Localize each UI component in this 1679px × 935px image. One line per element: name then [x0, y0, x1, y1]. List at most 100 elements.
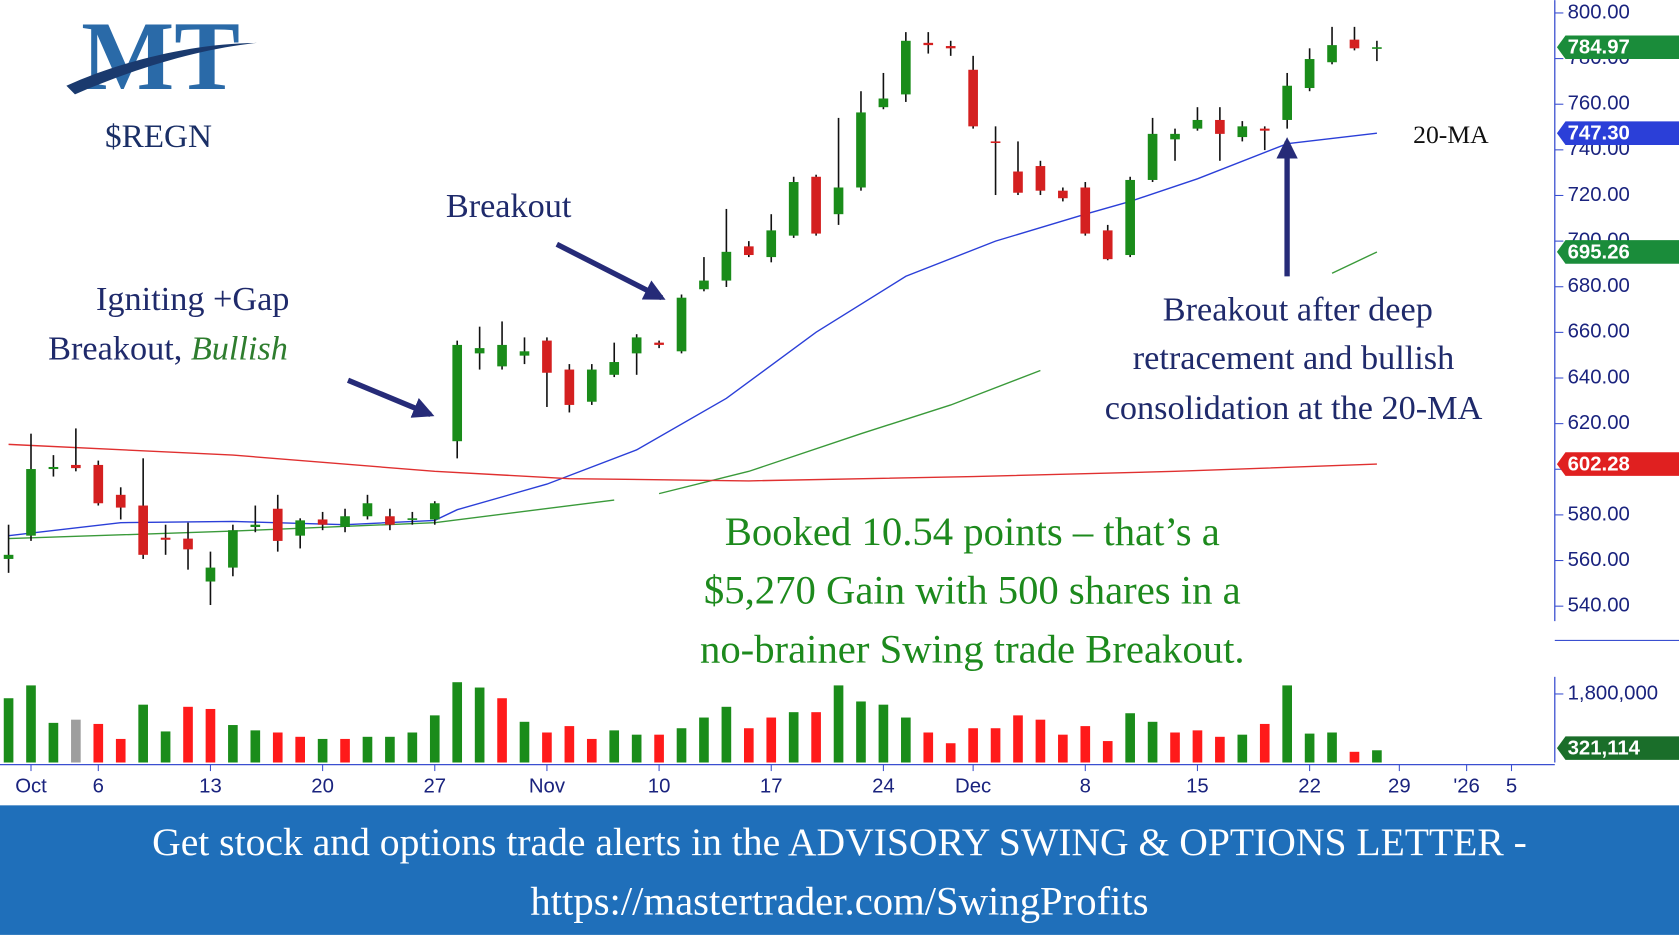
last-value-label: 321,114 — [1568, 738, 1641, 760]
candle-body — [1102, 230, 1113, 260]
x-tick-label: 10 — [648, 776, 671, 798]
candle-body — [699, 280, 709, 290]
volume-bar — [362, 736, 373, 763]
volume-bar — [1259, 723, 1270, 763]
volume-bar — [833, 685, 844, 763]
volume-bar — [1282, 685, 1292, 763]
volume-bar — [1080, 726, 1091, 763]
candle-body — [48, 466, 59, 470]
volume-bar — [1349, 751, 1360, 763]
annotation: $5,270 Gain with 500 shares in a — [704, 568, 1241, 613]
x-tick-label: Oct — [15, 776, 47, 798]
volume-bar — [497, 698, 507, 763]
volume-bar — [609, 730, 620, 763]
logo: MT $REGN — [66, 2, 257, 155]
candle-body — [519, 351, 530, 356]
volume-bar — [856, 701, 866, 763]
candle-body — [788, 182, 799, 236]
y-tick-label: 560.00 — [1568, 549, 1630, 571]
last-value-box — [1556, 736, 1679, 760]
annotations: Igniting +Gap Breakout, Bullish Breakout… — [48, 120, 1489, 672]
candle-body — [1304, 59, 1315, 89]
moving-average — [8, 251, 1378, 540]
x-tick-label: 6 — [93, 776, 104, 798]
annotation-part: Breakout, — [48, 329, 191, 367]
candle-body — [1035, 166, 1046, 191]
volume-bar — [1215, 736, 1225, 763]
last-value-label: 695.26 — [1568, 241, 1630, 263]
candle-body — [631, 337, 642, 354]
volume-bar — [474, 687, 485, 763]
ticker: $REGN — [105, 118, 212, 155]
candle-body — [1147, 133, 1158, 180]
candle-body — [160, 537, 171, 540]
moving-average — [8, 443, 1377, 482]
x-tick-label: 24 — [872, 776, 895, 798]
footer-text: Get stock and options trade alerts in th… — [152, 820, 1527, 864]
candle-body — [676, 297, 687, 352]
annotation: Igniting +Gap — [96, 280, 289, 318]
volume-bar — [228, 725, 238, 763]
candle-body — [115, 494, 126, 508]
x-tick-label: 13 — [199, 776, 222, 798]
candle-body — [901, 40, 911, 95]
last-value-label: 602.28 — [1568, 454, 1630, 476]
y-tick-label: 680.00 — [1568, 275, 1630, 297]
volume-bar — [317, 738, 328, 763]
volume-bar — [878, 704, 889, 763]
candle-body — [564, 369, 575, 405]
candle-body — [1372, 47, 1382, 49]
candle-body — [1349, 39, 1360, 49]
annotation-part: Bullish — [191, 329, 288, 367]
volume-tick-label: 1,800,000 — [1568, 682, 1658, 704]
x-tick-label: '26 — [1453, 776, 1480, 798]
footer-link[interactable]: https://mastertrader.com/SwingProfits — [530, 878, 1148, 923]
candle-body — [295, 520, 305, 536]
volume-bar — [48, 722, 59, 763]
volume-bar — [93, 723, 104, 763]
candle-body — [340, 516, 350, 527]
volume-bar — [542, 732, 552, 763]
candle-body — [138, 505, 148, 555]
y-tick-label: 540.00 — [1568, 595, 1630, 617]
last-value-box — [1556, 452, 1679, 476]
candle-body — [654, 342, 664, 345]
volume-bar — [160, 731, 171, 763]
candle-body — [542, 340, 552, 373]
volume-bar — [205, 708, 216, 763]
x-tick-label: 5 — [1506, 776, 1517, 798]
y-tick-label: 760.00 — [1568, 93, 1630, 115]
annotation: consolidation at the 20-MA — [1105, 389, 1483, 427]
x-tick-label: Nov — [529, 776, 566, 798]
volume-bar — [385, 736, 395, 763]
volume-bar — [115, 738, 126, 763]
candle-body — [1237, 126, 1248, 138]
volume-bar — [138, 704, 148, 763]
annotation: Breakout, Bullish — [48, 329, 288, 367]
volume-bar — [766, 717, 777, 763]
candle-body — [385, 516, 395, 525]
candle-body — [452, 344, 463, 442]
annotation: retracement and bullish — [1133, 339, 1454, 377]
candle-body — [833, 187, 844, 215]
candle-body — [1170, 133, 1180, 140]
volume-bar — [654, 734, 664, 763]
x-tick-label: 29 — [1388, 776, 1411, 798]
volume-bar — [3, 698, 14, 763]
candle-body — [856, 112, 866, 188]
candle-body — [1013, 171, 1023, 193]
volume-bar — [945, 743, 956, 763]
candle-body — [497, 344, 507, 367]
volume-bar — [721, 706, 732, 763]
volume-bar — [407, 732, 418, 763]
volume-bar — [1304, 733, 1315, 763]
volume-bar — [1192, 730, 1203, 763]
volume-bar — [586, 738, 597, 763]
x-tick-label: 15 — [1186, 776, 1209, 798]
candle-body — [1058, 190, 1068, 199]
volume-bar — [340, 738, 350, 763]
volume-bar — [699, 717, 709, 763]
candle-body — [429, 503, 440, 520]
volume-bar — [519, 721, 530, 763]
